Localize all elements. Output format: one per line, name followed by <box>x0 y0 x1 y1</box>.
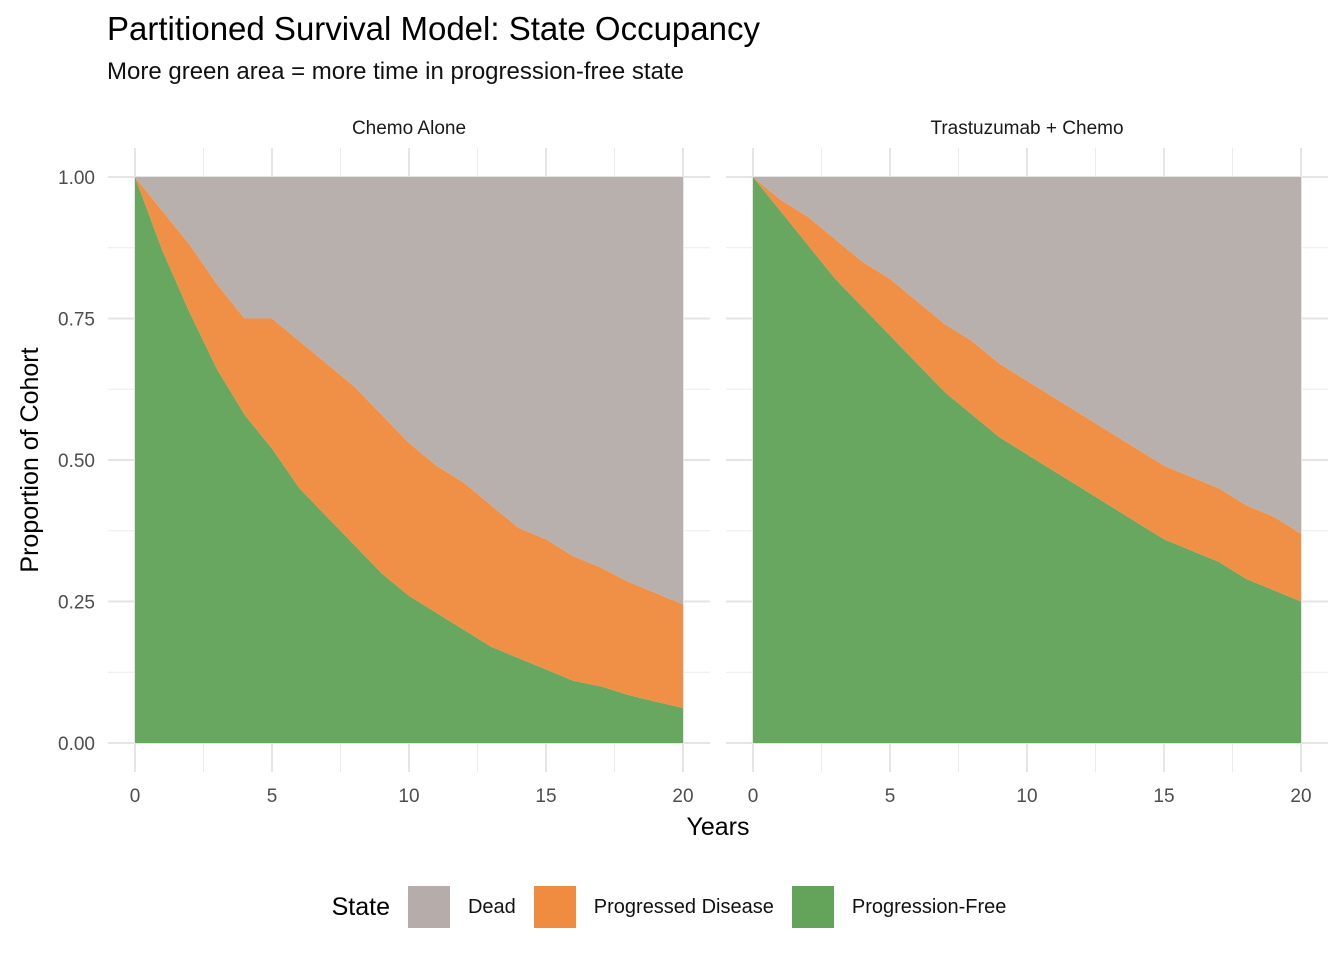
legend-item-progressed: Progressed Disease <box>533 886 774 928</box>
chart-subtitle: More green area = more time in progressi… <box>107 58 684 85</box>
area-progression-free <box>753 177 1301 743</box>
x-tick-label: 5 <box>267 786 278 807</box>
legend-label-progression-free: Progression-Free <box>851 895 1007 918</box>
legend-label-progressed: Progressed Disease <box>593 895 774 918</box>
x-axis-title: Years <box>686 813 749 841</box>
y-axis-title: Proportion of Cohort <box>16 347 44 572</box>
y-tick-label: 0.25 <box>58 593 95 614</box>
legend-title: State <box>331 892 390 921</box>
x-tick-label: 10 <box>1016 786 1037 807</box>
x-tick-label: 20 <box>1290 786 1311 807</box>
x-tick-label: 0 <box>130 786 141 807</box>
x-tick-label: 0 <box>748 786 759 807</box>
y-tick-label: 0.00 <box>58 734 95 755</box>
y-tick-label: 0.75 <box>58 310 95 331</box>
faceted-area-chart: Chemo Alone 0 5 10 15 20 0.00 0.25 0.50 0.75 1.00 T… <box>16 118 1328 841</box>
legend-item-dead: Dead <box>407 886 516 928</box>
facet-label: Trastuzumab + Chemo <box>930 118 1123 139</box>
area-progressed-disease <box>135 177 683 708</box>
area-dead <box>135 177 683 605</box>
x-tick-label: 10 <box>398 786 419 807</box>
area-dead <box>753 177 1301 534</box>
legend-swatch-progression-free <box>791 886 834 928</box>
legend-label-dead: Dead <box>467 895 516 918</box>
area-progressed-disease <box>753 177 1301 602</box>
legend-item-progression-free: Progression-Free <box>791 886 1007 928</box>
y-tick-label: 0.50 <box>58 451 95 472</box>
x-tick-label: 15 <box>535 786 556 807</box>
facet-label: Chemo Alone <box>352 118 466 139</box>
chart-title: Partitioned Survival Model: State Occupa… <box>107 10 760 47</box>
legend: State Dead Progressed Disease Progressio… <box>0 886 1344 928</box>
area-progression-free <box>135 177 683 743</box>
legend-swatch-dead <box>407 886 450 928</box>
legend-swatch-progressed <box>533 886 576 928</box>
x-tick-label: 15 <box>1153 786 1174 807</box>
y-tick-label: 1.00 <box>58 168 95 189</box>
x-tick-label: 5 <box>885 786 896 807</box>
x-tick-label: 20 <box>672 786 693 807</box>
